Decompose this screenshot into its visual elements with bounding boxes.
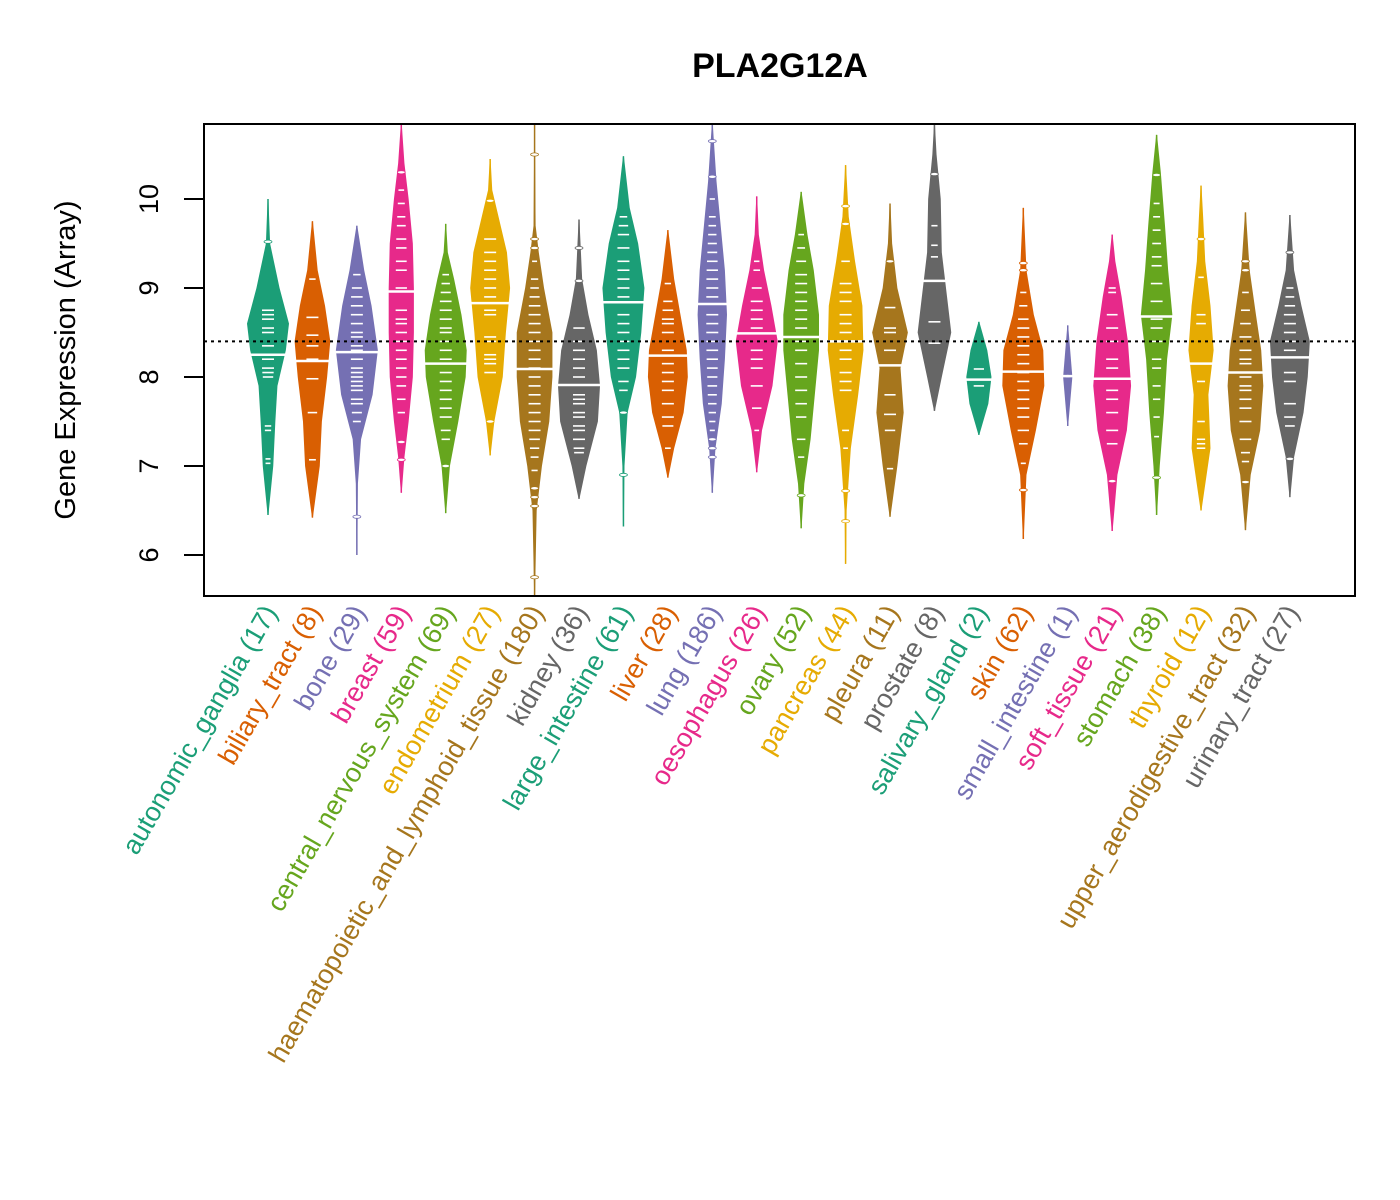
bean-density-shape <box>783 191 820 529</box>
bean-density-shape <box>470 158 511 456</box>
bean-data-point <box>396 457 406 462</box>
bean-data-point <box>707 455 717 460</box>
bean-data-point <box>1018 261 1028 266</box>
bean-lung <box>696 124 729 493</box>
bean-density-shape <box>1002 207 1045 539</box>
bean-kidney <box>556 219 602 499</box>
bean-pleura <box>872 203 908 517</box>
bean-density-shape <box>1269 215 1310 498</box>
bean-data-point <box>1018 488 1028 493</box>
bean-density-shape <box>827 165 864 564</box>
bean-data-point <box>263 239 273 244</box>
bean-data-point <box>619 410 628 415</box>
bean-salivary_gland <box>964 321 994 435</box>
bean-density-shape <box>294 221 331 518</box>
bean-density-shape <box>917 124 952 411</box>
y-axis-label: Gene Expression (Array) <box>50 200 82 519</box>
bean-data-point <box>841 519 850 524</box>
bean-data-point <box>841 204 850 209</box>
bean-data-point <box>841 488 850 493</box>
bean-data-point <box>930 172 939 177</box>
bean-haematopoietic_and_lymphoid_tissue <box>514 124 555 596</box>
bean-data-point <box>574 245 584 250</box>
bean-data-point <box>441 463 451 468</box>
bean-data-point <box>1152 475 1161 480</box>
bean-density-shape <box>1140 134 1173 515</box>
bean-data-point <box>530 575 539 580</box>
bean-bone <box>334 225 380 555</box>
bean-data-point <box>485 198 495 203</box>
bean-data-point <box>841 221 850 226</box>
bean-thyroid <box>1188 185 1215 511</box>
bean-data-point <box>707 437 717 442</box>
bean-density-shape <box>647 230 688 478</box>
bean-data-point <box>1241 480 1250 485</box>
bean-density-shape <box>966 321 992 435</box>
bean-density-shape <box>697 124 727 493</box>
y-tick-label: 8 <box>134 369 164 384</box>
bean-data-point <box>530 237 539 242</box>
bean-data-point <box>1196 237 1206 242</box>
bean-endometrium <box>469 158 511 456</box>
bean-data-point <box>530 495 539 500</box>
bean-data-point <box>485 419 495 424</box>
bean-data-point <box>352 514 362 519</box>
bean-data-point <box>1241 268 1250 273</box>
bean-data-point <box>619 472 628 477</box>
beans-layer <box>247 124 1311 596</box>
bean-density-shape <box>872 203 908 517</box>
y-tick-label: 10 <box>134 184 164 214</box>
bean-central_nervous_system <box>423 223 469 514</box>
bean-oesophagus <box>735 196 779 473</box>
bean-prostate <box>917 124 952 411</box>
bean-data-point <box>1285 250 1295 255</box>
bean-data-point <box>707 139 717 144</box>
bean-data-point <box>885 259 895 264</box>
bean-density-shape <box>424 223 467 514</box>
bean-data-point <box>396 170 406 175</box>
bean-data-point <box>396 439 406 444</box>
bean-ovary <box>781 191 822 529</box>
bean-data-point <box>1285 456 1295 461</box>
bean-data-point <box>530 245 539 250</box>
bean-liver <box>646 230 689 478</box>
bean-data-point <box>1152 172 1161 177</box>
bean-data-point <box>530 486 539 491</box>
bean-stomach <box>1139 134 1175 515</box>
bean-density-shape <box>388 124 414 493</box>
bean-urinary_tract <box>1268 215 1311 498</box>
category-count: (27) <box>1251 600 1305 663</box>
bean-density-shape <box>247 199 289 515</box>
plot-frame <box>203 123 1356 597</box>
bean-density-shape <box>1227 212 1264 531</box>
bean-density-shape <box>1093 234 1132 531</box>
bean-soft_tissue <box>1091 234 1133 531</box>
y-tick-label: 6 <box>134 547 164 562</box>
y-tick-label: 9 <box>134 280 164 295</box>
bean-pancreas <box>825 165 866 564</box>
bean-density-shape <box>1188 185 1214 511</box>
x-axis-category-labels: autonomic_ganglia (17)biliary_tract (8)b… <box>116 600 1305 1067</box>
chart-title: PLA2G12A <box>692 47 868 85</box>
y-tick-label: 7 <box>134 458 164 473</box>
bean-data-point <box>707 174 717 179</box>
bean-data-point <box>530 152 539 157</box>
bean-upper_aerodigestive_tract <box>1226 212 1265 531</box>
bean-data-point <box>1018 268 1028 273</box>
bean-data-point <box>530 504 539 509</box>
bean-data-point <box>707 446 717 451</box>
bean-autonomic_ganglia <box>247 199 289 515</box>
bean-large_intestine <box>601 156 646 527</box>
bean-breast <box>386 124 416 493</box>
bean-data-point <box>796 493 806 498</box>
bean-data-point <box>1107 479 1117 484</box>
bean-small_intestine <box>1061 325 1075 426</box>
bean-data-point <box>574 278 584 283</box>
bean-data-point <box>1241 259 1250 264</box>
bean-biliary_tract <box>294 221 331 518</box>
bean-skin <box>1000 207 1046 539</box>
y-axis: 6 7 8 9 10 <box>134 184 204 563</box>
